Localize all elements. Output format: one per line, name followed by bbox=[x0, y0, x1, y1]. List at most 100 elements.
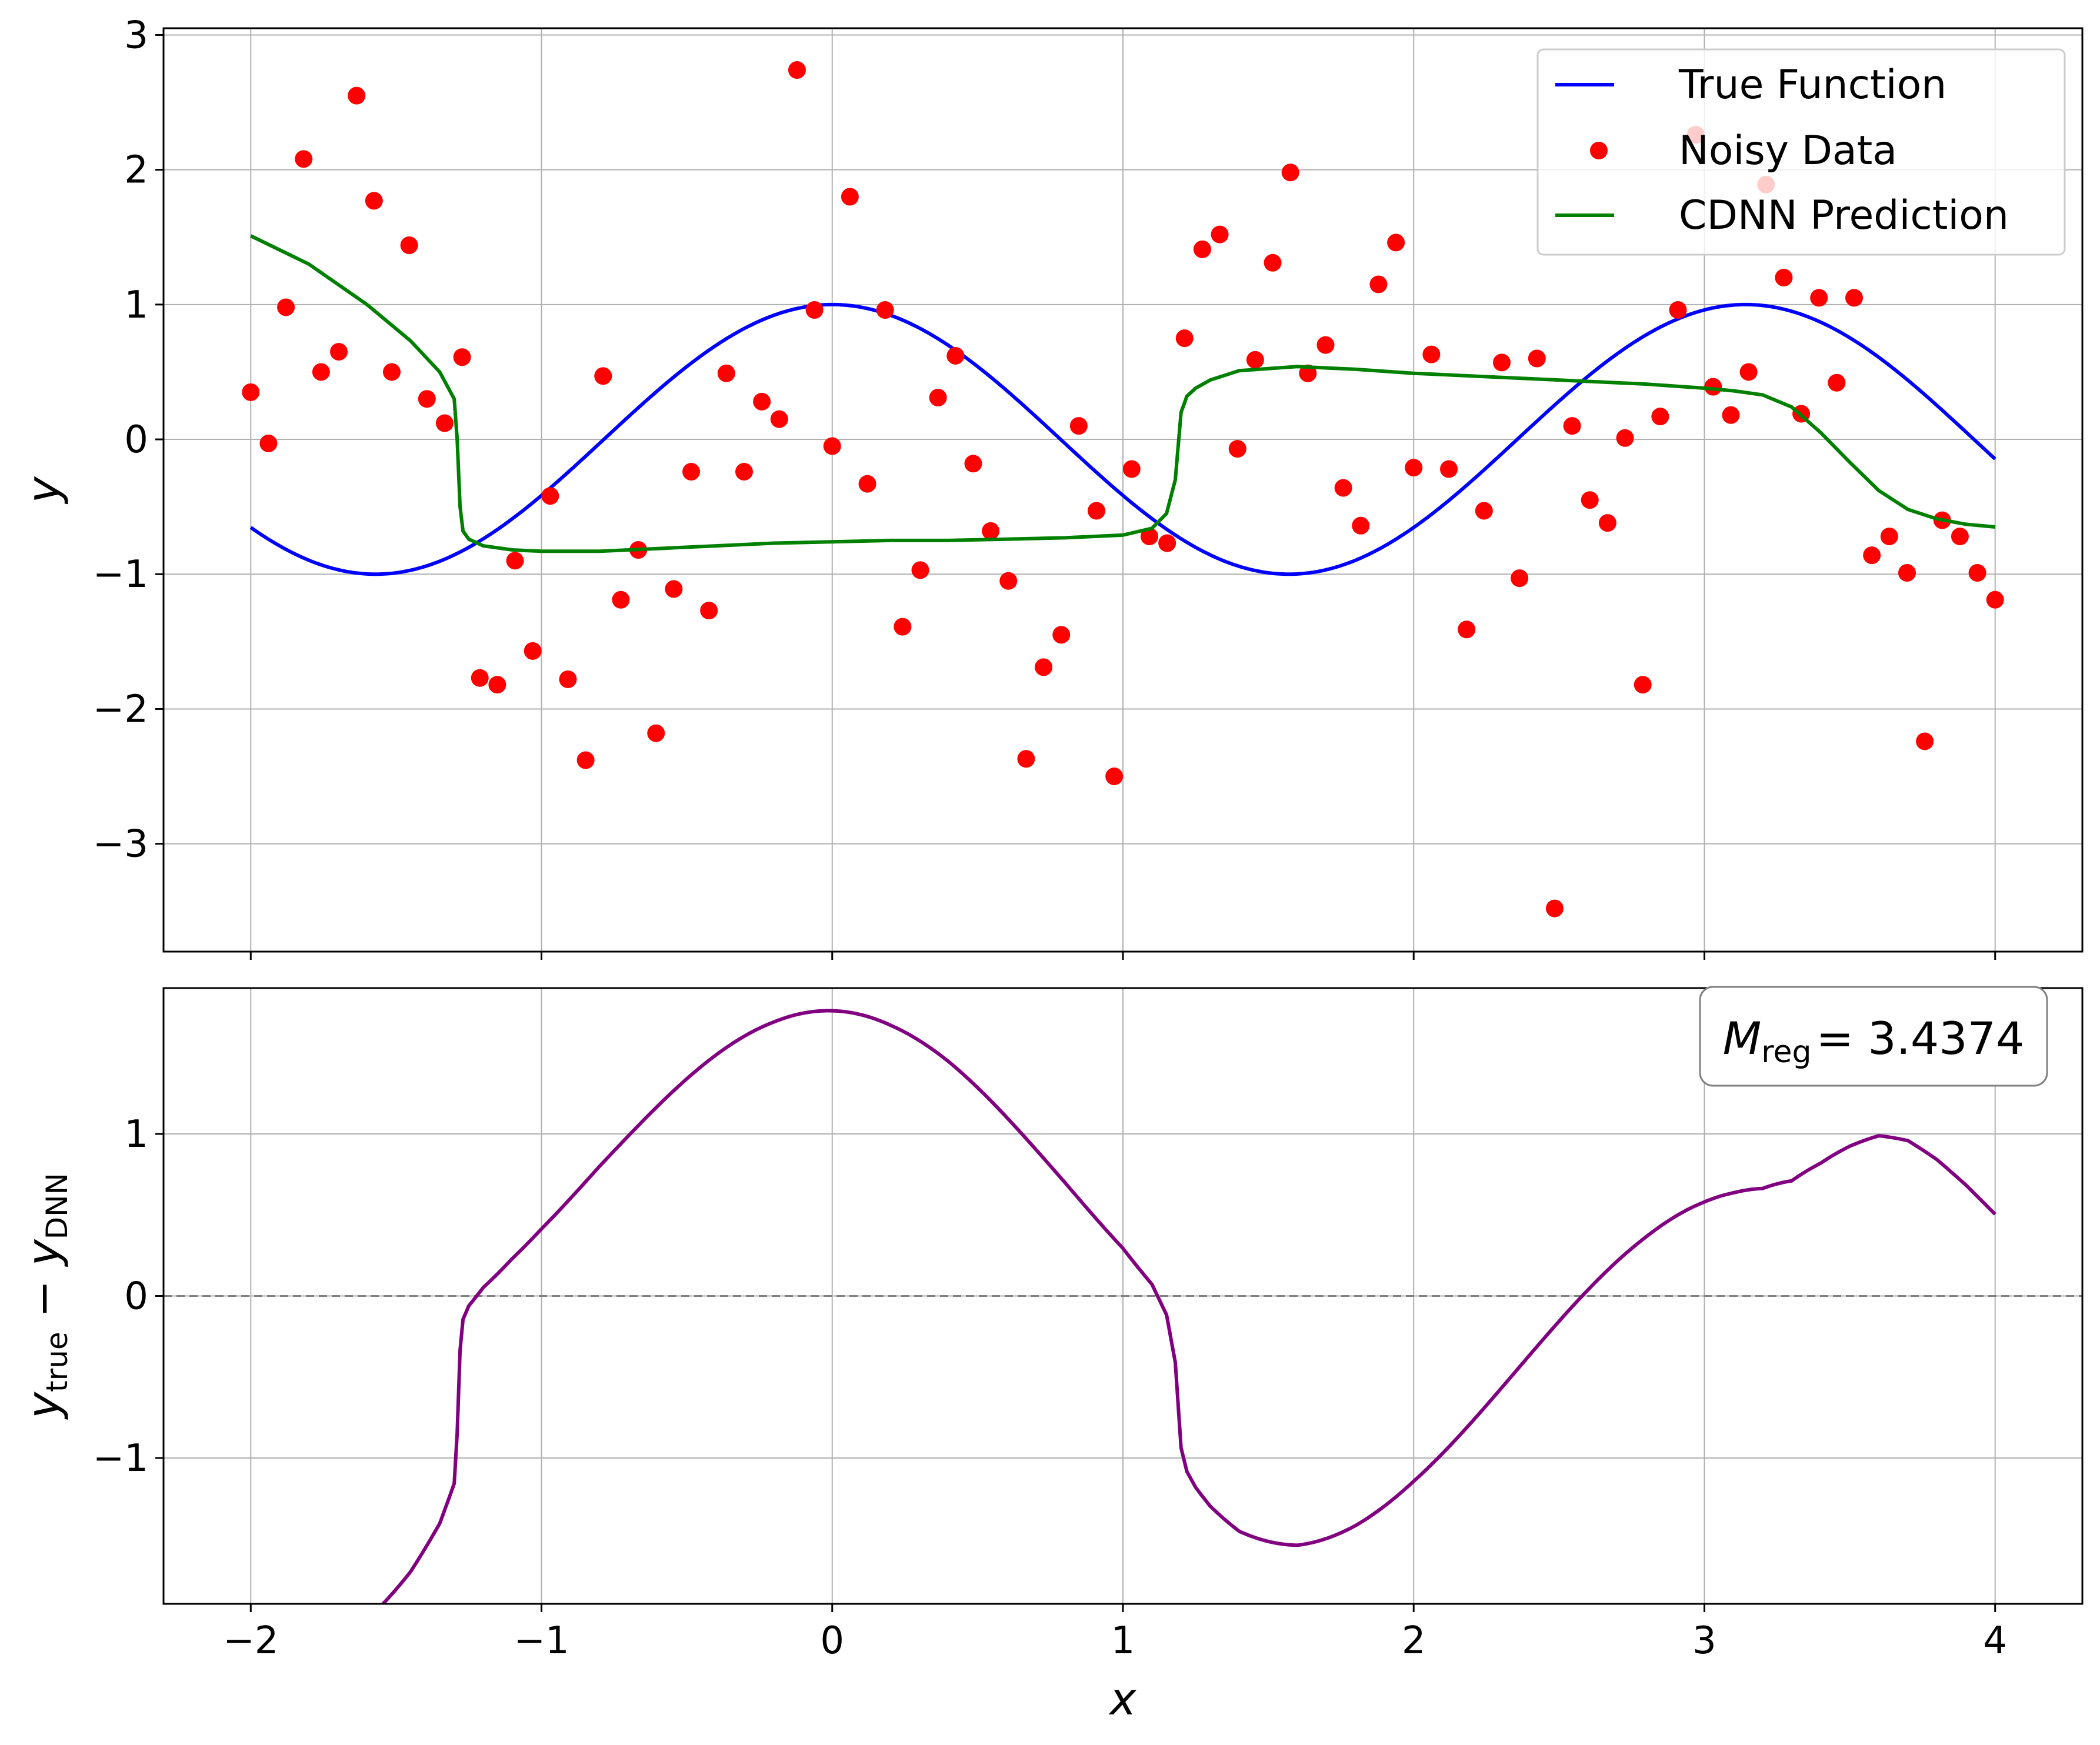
metric-annotation: Mreg = 3.4374 bbox=[1699, 986, 2048, 1087]
noisy-data-point bbox=[894, 618, 912, 636]
noisy-data-point bbox=[471, 669, 489, 687]
noisy-data-point bbox=[365, 192, 383, 210]
noisy-data-point bbox=[1017, 750, 1035, 768]
noisy-data-point bbox=[1246, 351, 1264, 369]
noisy-data-point bbox=[400, 236, 418, 255]
noisy-data-point bbox=[330, 343, 348, 361]
noisy-data-point bbox=[295, 150, 313, 168]
x-tick-label: −1 bbox=[514, 1619, 569, 1663]
top-y-tick-label: −3 bbox=[93, 823, 148, 866]
noisy-data-point bbox=[453, 348, 471, 366]
noisy-data-point bbox=[1316, 336, 1335, 354]
x-tick-label: 0 bbox=[820, 1619, 844, 1663]
noisy-data-point bbox=[594, 367, 612, 385]
noisy-data-point bbox=[1069, 417, 1088, 435]
noisy-data-point bbox=[1352, 516, 1370, 535]
noisy-data-point bbox=[682, 463, 701, 481]
noisy-data-point bbox=[1545, 899, 1564, 917]
noisy-data-point bbox=[1193, 240, 1211, 258]
x-tick-label: −2 bbox=[223, 1619, 278, 1663]
noisy-data-point bbox=[1264, 253, 1282, 272]
noisy-data-point bbox=[735, 463, 754, 481]
legend-cdnn-label: CDNN Prediction bbox=[1679, 192, 2009, 239]
top-plot-area bbox=[242, 61, 2004, 917]
bottom-plot-area bbox=[164, 1009, 2082, 1604]
top-y-axis-label: y bbox=[17, 476, 69, 504]
noisy-data-point bbox=[788, 61, 806, 79]
noisy-data-point bbox=[559, 670, 577, 689]
metric-annotation-box bbox=[1699, 986, 2048, 1087]
noisy-data-point bbox=[1968, 563, 1986, 582]
noisy-data-point bbox=[348, 86, 366, 105]
noisy-data-point bbox=[858, 475, 876, 493]
noisy-data-point bbox=[1369, 275, 1388, 293]
top-panel: −3 −2 −1 0 1 2 3 y True Function Noisy Data CD… bbox=[17, 14, 2084, 960]
x-tick-label: 1 bbox=[1111, 1619, 1135, 1663]
noisy-data-point bbox=[1916, 732, 1934, 750]
top-y-tick-label: 3 bbox=[124, 14, 148, 57]
top-y-tick-label: 2 bbox=[124, 149, 148, 192]
noisy-data-point bbox=[964, 455, 982, 473]
noisy-data-point bbox=[753, 392, 771, 411]
noisy-data-point bbox=[1898, 563, 1916, 582]
noisy-data-point bbox=[1511, 569, 1529, 588]
bottom-y-tick-label: 1 bbox=[124, 1113, 148, 1156]
top-ticks: −3 −2 −1 0 1 2 3 bbox=[93, 14, 1996, 960]
noisy-data-point bbox=[506, 552, 524, 570]
metric-annotation-text: Mreg = 3.4374 bbox=[1723, 1012, 2025, 1070]
noisy-data-point bbox=[1704, 378, 1722, 396]
noisy-data-point bbox=[576, 751, 595, 769]
noisy-data-point bbox=[805, 301, 824, 319]
noisy-data-point bbox=[717, 364, 735, 382]
noisy-data-points bbox=[242, 61, 2004, 917]
noisy-data-point bbox=[1158, 534, 1176, 552]
noisy-data-point bbox=[1986, 590, 2004, 609]
noisy-data-point bbox=[999, 572, 1018, 590]
x-axis-label: x bbox=[1109, 1673, 1137, 1725]
noisy-data-point bbox=[1880, 528, 1898, 546]
noisy-data-point bbox=[1563, 417, 1581, 435]
noisy-data-point bbox=[1651, 408, 1669, 426]
noisy-data-point bbox=[1828, 373, 1846, 392]
noisy-data-point bbox=[1492, 353, 1511, 372]
bottom-ticks: −2 −1 0 1 2 3 4 −1 0 1 bbox=[93, 1113, 2007, 1663]
noisy-data-point bbox=[1739, 363, 1758, 381]
noisy-data-point bbox=[1387, 233, 1405, 252]
noisy-data-point bbox=[1722, 406, 1740, 424]
noisy-data-point bbox=[1211, 225, 1229, 243]
noisy-data-point bbox=[1475, 502, 1493, 520]
noisy-data-point bbox=[1581, 491, 1599, 509]
noisy-data-point bbox=[259, 434, 278, 452]
noisy-data-point bbox=[1140, 528, 1158, 546]
noisy-data-point bbox=[823, 437, 841, 455]
noisy-data-point bbox=[1122, 460, 1141, 478]
noisy-data-point bbox=[876, 301, 894, 319]
x-tick-label: 4 bbox=[1983, 1619, 2007, 1663]
noisy-data-point bbox=[911, 561, 929, 579]
noisy-data-point bbox=[1052, 626, 1071, 644]
noisy-data-point bbox=[1105, 768, 1124, 786]
bottom-y-tick-label: −1 bbox=[93, 1437, 148, 1480]
legend: True Function Noisy Data CDNN Prediction bbox=[1536, 48, 2066, 256]
legend-noisy-data-label: Noisy Data bbox=[1679, 128, 1897, 174]
noisy-data-point bbox=[647, 724, 665, 742]
noisy-data-point bbox=[929, 389, 947, 406]
noisy-data-point bbox=[1281, 164, 1299, 182]
legend-frame bbox=[1536, 48, 2066, 256]
noisy-data-point bbox=[1951, 528, 1969, 546]
noisy-data-point bbox=[946, 346, 965, 365]
noisy-data-point bbox=[700, 602, 718, 620]
noisy-data-point bbox=[1458, 620, 1476, 639]
top-y-tick-label: −1 bbox=[93, 553, 148, 596]
noisy-data-point bbox=[982, 522, 1000, 540]
noisy-data-point bbox=[488, 676, 506, 694]
noisy-data-point bbox=[1845, 289, 1864, 307]
legend-true-function-label: True Function bbox=[1678, 62, 1946, 108]
noisy-data-point bbox=[382, 363, 401, 381]
noisy-data-point bbox=[1669, 301, 1687, 319]
noisy-data-point bbox=[435, 414, 454, 432]
noisy-data-point bbox=[1863, 546, 1881, 565]
noisy-data-point bbox=[242, 383, 260, 401]
x-tick-label: 3 bbox=[1692, 1619, 1716, 1663]
